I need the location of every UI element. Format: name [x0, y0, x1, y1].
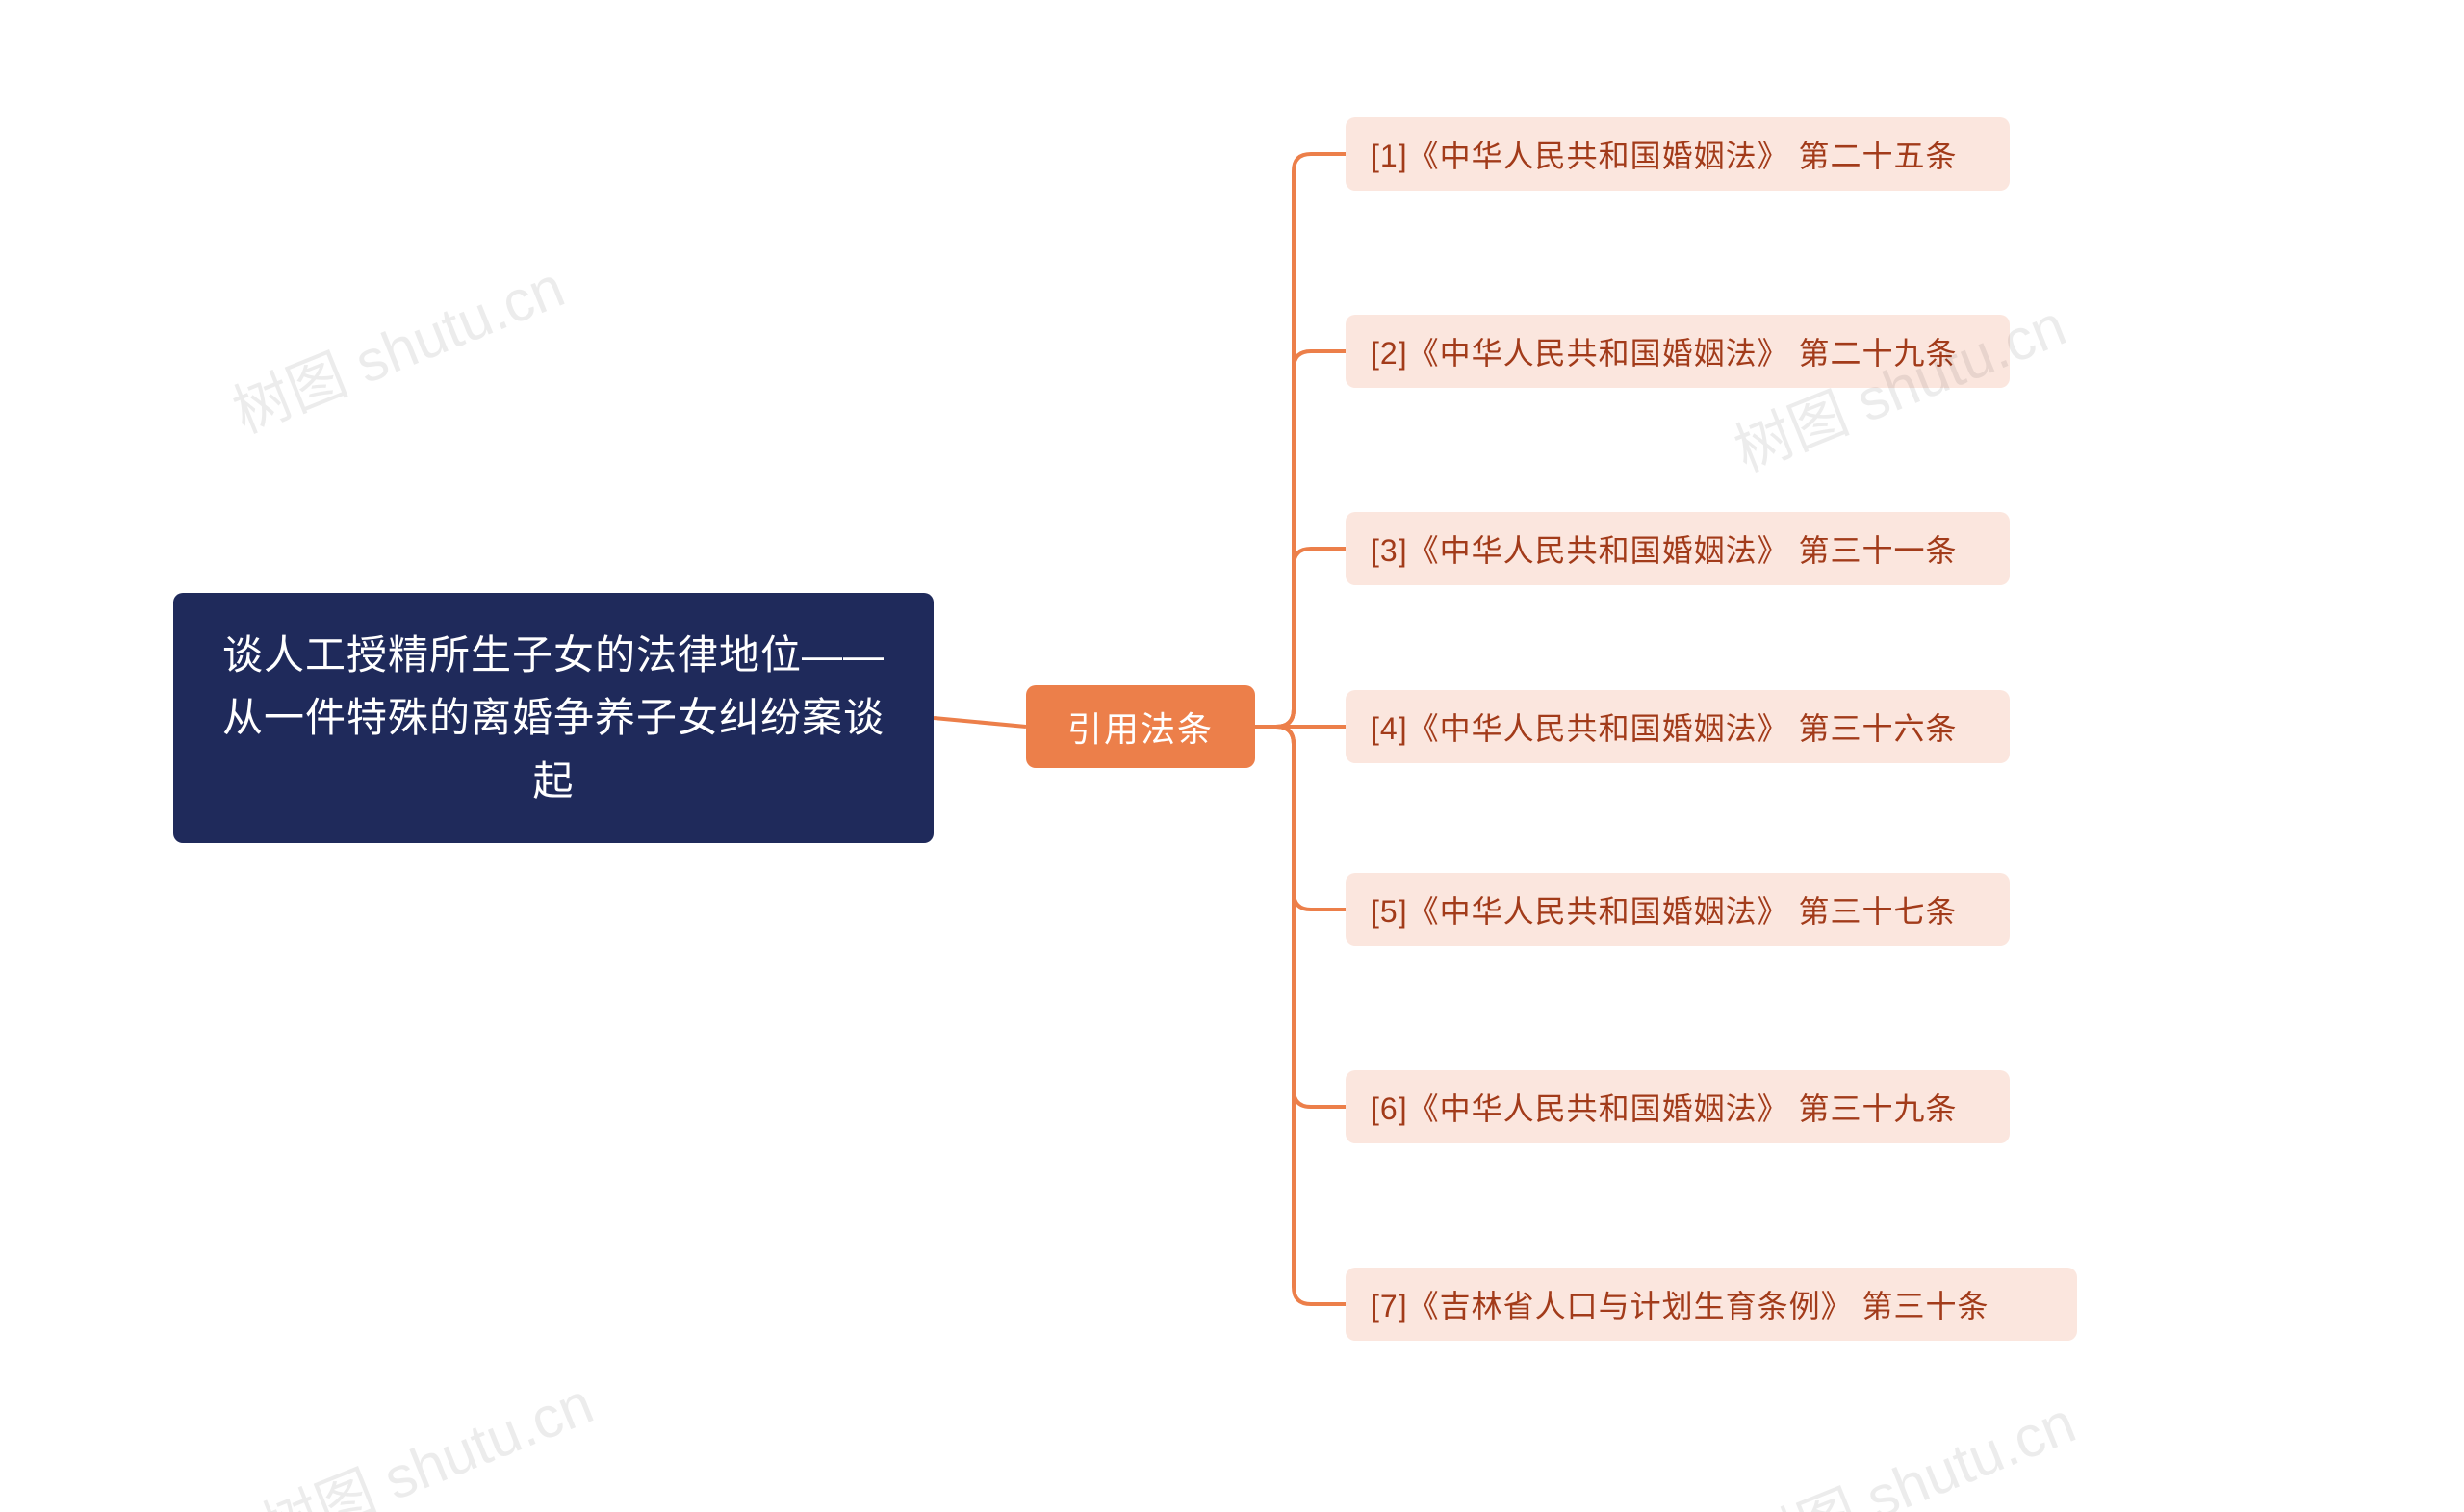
leaf-node-label: [3]《中华人民共和国婚姻法》 第三十一条 [1371, 526, 1957, 571]
watermark: 树图 shutu.cn [1730, 1376, 2086, 1512]
leaf-node-label: [7]《吉林省人口与计划生育条例》 第三十条 [1371, 1282, 1989, 1326]
leaf-node-4: [4]《中华人民共和国婚姻法》 第三十六条 [1346, 690, 2010, 763]
mid-node-text: 引用法条 [1067, 702, 1214, 752]
leaf-node-label: [5]《中华人民共和国婚姻法》 第三十七条 [1371, 887, 1957, 932]
root-node: 谈人工授精所生子女的法律地位——从一件特殊的离婚争养子女纠纷案谈起 [173, 593, 934, 843]
leaf-node-label: [1]《中华人民共和国婚姻法》 第二十五条 [1371, 132, 1957, 176]
leaf-node-7: [7]《吉林省人口与计划生育条例》 第三十条 [1346, 1268, 2077, 1341]
root-node-text: 谈人工授精所生子女的法律地位——从一件特殊的离婚争养子女纠纷案谈起 [216, 624, 891, 811]
mindmap-canvas: 谈人工授精所生子女的法律地位——从一件特殊的离婚争养子女纠纷案谈起 引用法条 [… [0, 0, 2464, 1512]
leaf-node-3: [3]《中华人民共和国婚姻法》 第三十一条 [1346, 512, 2010, 585]
leaf-node-label: [2]《中华人民共和国婚姻法》 第二十九条 [1371, 329, 1957, 373]
leaf-node-6: [6]《中华人民共和国婚姻法》 第三十九条 [1346, 1070, 2010, 1143]
leaf-node-label: [6]《中华人民共和国婚姻法》 第三十九条 [1371, 1085, 1957, 1129]
mid-node: 引用法条 [1026, 685, 1255, 768]
leaf-node-1: [1]《中华人民共和国婚姻法》 第二十五条 [1346, 117, 2010, 191]
watermark: 树图 shutu.cn [218, 241, 575, 449]
leaf-node-label: [4]《中华人民共和国婚姻法》 第三十六条 [1371, 705, 1957, 749]
leaf-node-5: [5]《中华人民共和国婚姻法》 第三十七条 [1346, 873, 2010, 946]
leaf-node-2: [2]《中华人民共和国婚姻法》 第二十九条 [1346, 315, 2010, 388]
watermark: 树图 shutu.cn [247, 1357, 603, 1512]
